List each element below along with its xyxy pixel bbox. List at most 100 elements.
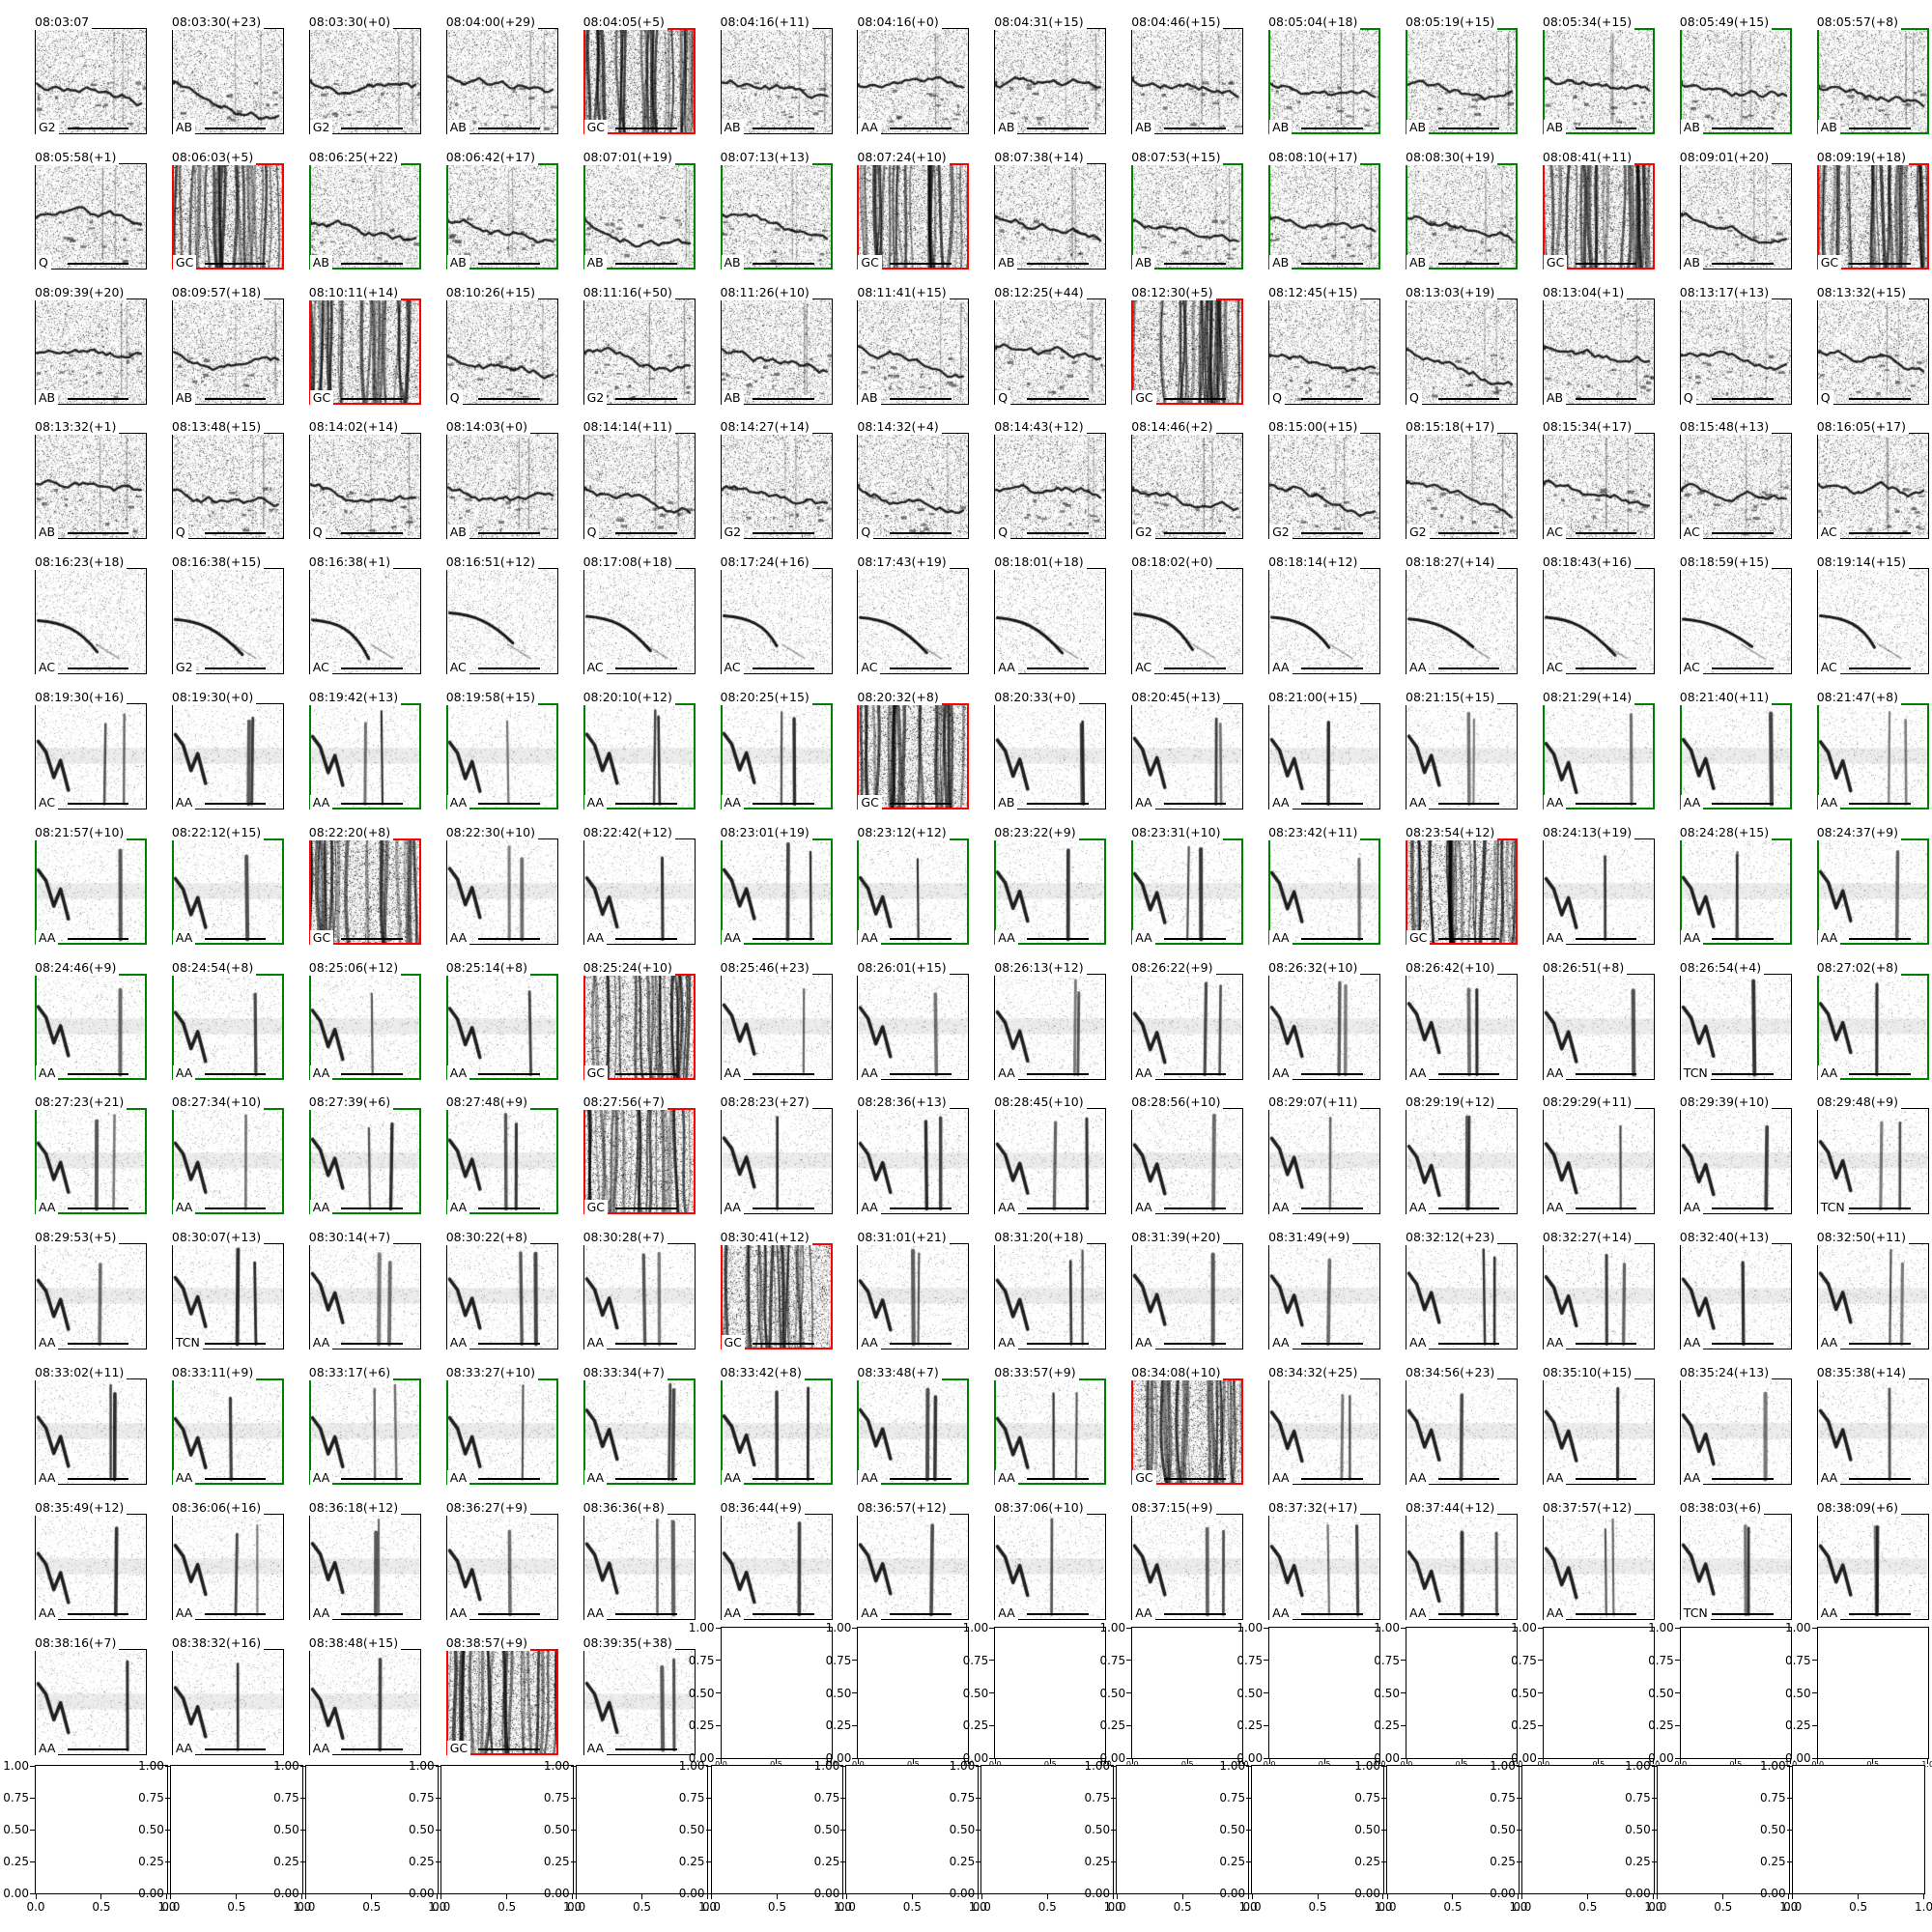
y-tick-label: 1.00: [138, 1759, 164, 1773]
x-tick: [437, 1894, 439, 1899]
cell-class-label: AA: [309, 795, 333, 810]
spectrogram-image: [445, 838, 558, 945]
cell-timestamp: 08:28:45(+10): [991, 1094, 1087, 1111]
spectrogram-image: [35, 1108, 147, 1215]
cell-class-label: AC: [1543, 525, 1566, 540]
x-tick-label: 0.5: [362, 1900, 382, 1914]
spectrogram-image: [857, 1243, 970, 1350]
spectrogram-image: [171, 1243, 284, 1350]
scale-bar: [1437, 532, 1500, 535]
y-tick-label: 0.50: [138, 1823, 164, 1836]
spectrogram-image: [857, 28, 970, 134]
spectrogram-cell: 08:35:49(+12) AA: [32, 1498, 147, 1620]
cell-timestamp: 08:06:25(+22): [305, 148, 402, 165]
scale-bar: [341, 1478, 404, 1480]
spectrogram-image: [1679, 1108, 1792, 1215]
x-tick-label: 1.0: [1511, 1760, 1523, 1769]
spectrogram-image: [857, 162, 970, 270]
cell-timestamp: 08:23:54(+12): [1403, 823, 1498, 840]
cell-timestamp: 08:16:38(+1): [305, 554, 394, 571]
cell-class-label: AC: [1680, 525, 1703, 540]
cell-timestamp: 08:14:27(+14): [717, 418, 812, 436]
scale-bar: [890, 1072, 952, 1075]
cell-class-label: AC: [36, 795, 59, 810]
cell-timestamp: 08:18:01(+18): [991, 554, 1087, 571]
spectrogram-cell: 08:33:34(+7) AA: [580, 1364, 696, 1485]
y-tick-label: 0.00: [825, 1751, 852, 1765]
spectrogram-image: [1816, 703, 1929, 810]
x-tick-label: 0.0: [1513, 1900, 1532, 1914]
cell-class-label: AC: [721, 660, 744, 675]
spectrogram-cell: 08:30:22(+8) AA: [442, 1229, 558, 1350]
spectrogram-image: [1268, 433, 1381, 540]
y-tick: [976, 1861, 981, 1862]
cell-timestamp: 08:10:11(+14): [305, 283, 402, 300]
cell-timestamp: 08:36:36(+8): [580, 1498, 668, 1516]
y-tick: [1811, 1692, 1817, 1693]
spectrogram-image: [1406, 1513, 1518, 1620]
cell-class-label: AA: [583, 1335, 608, 1350]
spectrogram-cell: 08:32:50(+11) AA: [1813, 1229, 1929, 1350]
x-tick: [1317, 1894, 1319, 1899]
cell-timestamp: 08:31:20(+18): [991, 1229, 1087, 1246]
cell-class-label: AA: [36, 1740, 59, 1755]
y-tick: [1674, 1660, 1680, 1662]
cell-class-label: AB: [995, 795, 1018, 810]
x-tick-label: 1.0: [157, 1900, 177, 1914]
spectrogram-image: [35, 433, 147, 540]
y-tick: [705, 1861, 711, 1862]
x-tick-label: 0.0: [1126, 1760, 1139, 1769]
cell-class-label: AA: [1132, 1335, 1155, 1350]
cell-timestamp: 08:33:02(+11): [32, 1364, 128, 1380]
y-tick-label: 0.75: [273, 1791, 299, 1804]
y-tick: [1401, 1757, 1406, 1759]
scale-bar: [1437, 668, 1500, 670]
cell-timestamp: 08:05:04(+18): [1265, 14, 1361, 30]
spectrogram-image: [582, 162, 696, 270]
y-tick: [1651, 1797, 1657, 1799]
cell-timestamp: 08:27:39(+6): [305, 1094, 394, 1111]
x-tick-label: 0.0: [989, 1760, 1002, 1769]
y-tick: [1246, 1861, 1252, 1862]
cell-timestamp: 08:15:18(+17): [1403, 418, 1498, 436]
y-tick: [1516, 1829, 1521, 1831]
spectrogram-cell: 08:15:00(+15) G2: [1265, 418, 1381, 540]
spectrogram-image: [35, 1378, 147, 1485]
cell-class-label: AB: [1680, 254, 1703, 270]
x-tick-label: 1.0: [968, 1900, 987, 1914]
scale-bar: [341, 128, 404, 129]
y-tick: [715, 1724, 721, 1726]
spectrogram-image: [582, 28, 696, 134]
scale-bar: [1575, 668, 1637, 670]
spectrogram-cell: 08:04:46(+15) AB: [1128, 14, 1244, 134]
y-tick-label: 0.00: [1219, 1887, 1246, 1900]
cell-class-label: TCN: [172, 1335, 203, 1350]
cell-timestamp: 08:09:01(+20): [1676, 148, 1773, 165]
cell-timestamp: 08:37:44(+12): [1403, 1498, 1498, 1516]
spectrogram-cell: 08:28:45(+10) AA: [991, 1094, 1107, 1215]
cell-timestamp: 08:29:19(+12): [1403, 1094, 1498, 1111]
y-tick-label: 0.00: [1099, 1751, 1126, 1765]
spectrogram-image: [308, 28, 421, 134]
cell-class-label: AA: [858, 1470, 881, 1485]
cell-timestamp: 08:24:54(+8): [168, 958, 257, 976]
spectrogram-cell: 08:12:30(+5) GC: [1128, 283, 1244, 405]
x-tick: [911, 1894, 913, 1899]
cell-timestamp: 08:30:14(+7): [305, 1229, 394, 1246]
spectrogram-image: [308, 973, 421, 1080]
y-tick: [1811, 1660, 1817, 1662]
spectrogram-image: [994, 568, 1107, 675]
y-tick: [164, 1829, 170, 1831]
spectrogram-cell: 08:16:51(+12) AC: [442, 554, 558, 675]
cell-class-label: AA: [446, 929, 470, 945]
x-tick-label: 1.0: [833, 1900, 852, 1914]
spectrogram-cell: 08:20:10(+12) AA: [580, 689, 696, 810]
y-tick-label: 0.25: [813, 1855, 840, 1868]
scale-bar: [341, 668, 404, 670]
cell-timestamp: 08:05:34(+15): [1539, 14, 1635, 30]
cell-timestamp: 08:04:05(+5): [580, 14, 668, 30]
spectrogram-image: [857, 298, 970, 405]
cell-class-label: AA: [1680, 795, 1704, 810]
spectrogram-image: [720, 1108, 833, 1215]
